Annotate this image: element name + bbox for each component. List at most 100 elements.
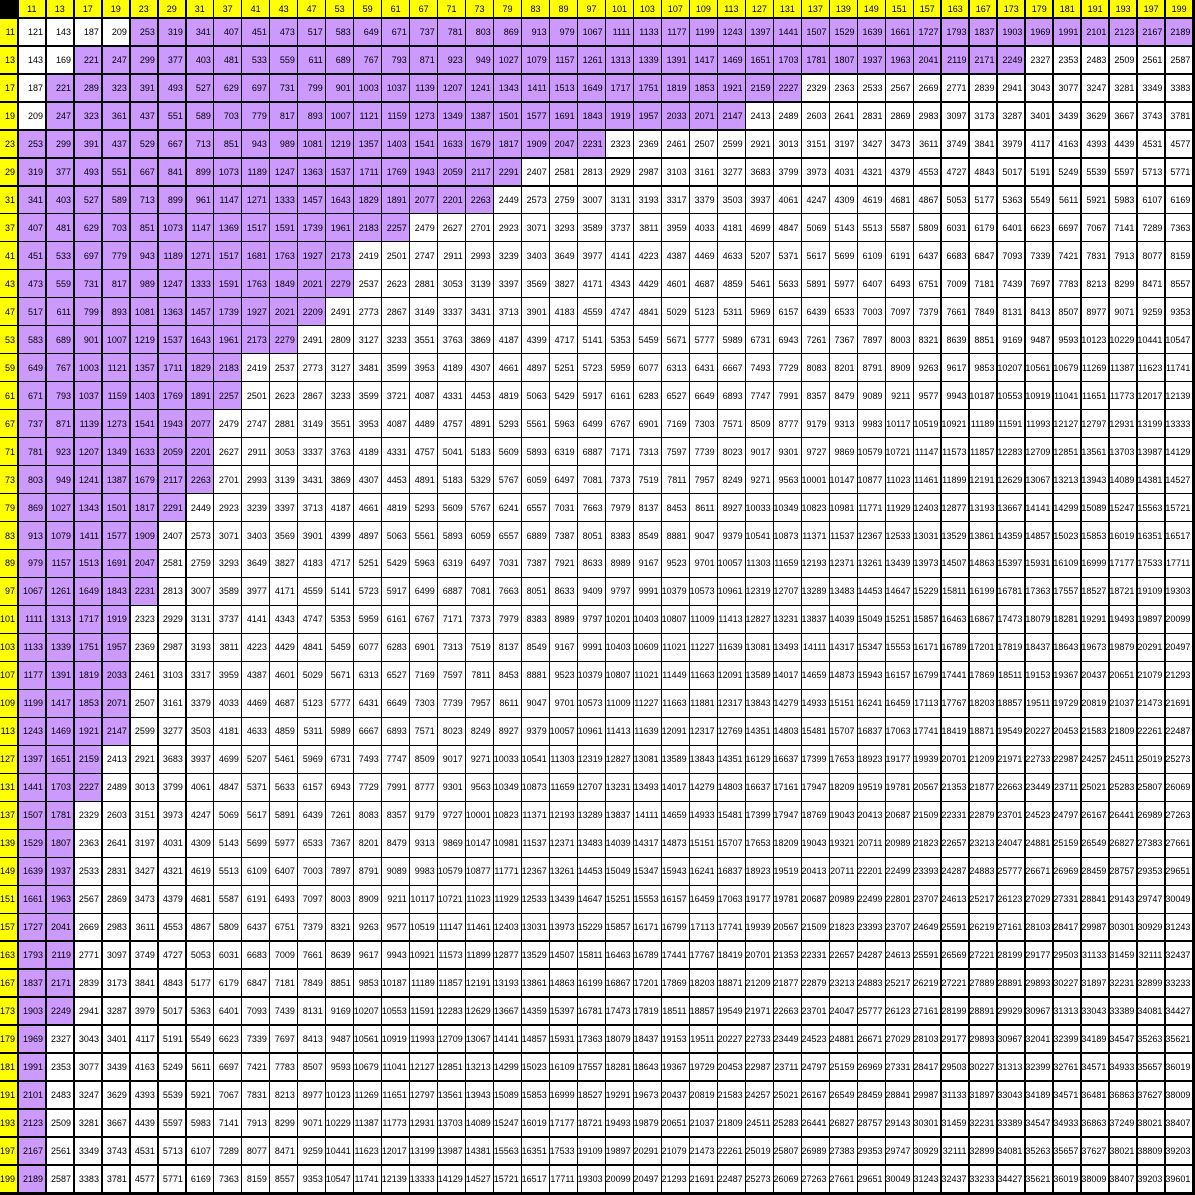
table-cell[interactable]: 323 [74, 102, 101, 129]
table-cell[interactable]: 7261 [802, 326, 829, 353]
table-cell[interactable]: 10919 [382, 1026, 409, 1053]
table-cell[interactable]: 1651 [46, 746, 73, 773]
table-cell[interactable]: 10873 [774, 522, 801, 549]
table-cell[interactable]: 493 [74, 158, 101, 185]
table-cell[interactable]: 38407 [1165, 1109, 1193, 1137]
table-cell[interactable]: 1829 [354, 186, 381, 213]
row-header[interactable]: 11 [0, 18, 17, 45]
table-cell[interactable]: 4247 [802, 186, 829, 213]
table-cell[interactable]: 1339 [634, 46, 661, 73]
table-cell[interactable]: 2071 [690, 102, 717, 129]
table-cell[interactable]: 16789 [942, 634, 969, 661]
table-cell[interactable]: 8131 [298, 998, 325, 1025]
table-cell[interactable]: 11449 [662, 662, 689, 689]
row-header[interactable]: 67 [0, 410, 17, 437]
table-cell[interactable]: 28891 [998, 970, 1025, 997]
table-cell[interactable]: 667 [130, 158, 157, 185]
table-cell[interactable]: 221 [46, 74, 73, 101]
table-cell[interactable]: 5917 [382, 578, 409, 605]
table-cell[interactable]: 37249 [1109, 1109, 1137, 1137]
table-cell[interactable]: 12319 [746, 578, 773, 605]
table-cell[interactable]: 14111 [802, 634, 829, 661]
table-cell[interactable]: 16999 [1082, 550, 1109, 577]
table-cell[interactable]: 1591 [270, 214, 297, 241]
table-cell[interactable]: 1751 [634, 74, 661, 101]
table-cell[interactable]: 31459 [1109, 942, 1137, 969]
table-cell[interactable]: 9701 [690, 550, 717, 577]
table-cell[interactable]: 5671 [662, 326, 689, 353]
table-cell[interactable]: 13333 [1165, 410, 1193, 437]
row-header[interactable]: 179 [0, 1026, 17, 1053]
table-cell[interactable]: 1027 [46, 494, 73, 521]
table-cell[interactable]: 17113 [914, 690, 941, 717]
table-cell[interactable]: 15721 [1165, 494, 1193, 521]
column-header[interactable]: 41 [242, 0, 269, 17]
table-cell[interactable]: 22879 [802, 970, 829, 997]
table-cell[interactable]: 23213 [830, 970, 857, 997]
table-cell[interactable]: 17653 [830, 746, 857, 773]
table-cell[interactable]: 23711 [1054, 774, 1081, 801]
table-cell[interactable]: 10187 [382, 970, 409, 997]
table-cell[interactable]: 12091 [718, 662, 745, 689]
table-cell[interactable]: 11227 [690, 634, 717, 661]
table-cell[interactable]: 5977 [830, 270, 857, 297]
table-cell[interactable]: 5983 [1109, 186, 1137, 213]
table-cell[interactable]: 949 [46, 466, 73, 493]
table-cell[interactable]: 1501 [494, 102, 521, 129]
table-cell[interactable]: 25777 [858, 998, 885, 1025]
table-cell[interactable]: 1349 [102, 438, 129, 465]
row-header[interactable]: 13 [0, 46, 17, 73]
table-cell[interactable]: 1633 [438, 130, 465, 157]
table-cell[interactable]: 4399 [522, 326, 549, 353]
table-cell[interactable]: 473 [270, 18, 297, 45]
table-cell[interactable]: 18511 [662, 998, 689, 1025]
table-cell[interactable]: 2581 [158, 550, 185, 577]
table-cell[interactable]: 15707 [830, 718, 857, 745]
table-cell[interactable]: 5363 [186, 998, 213, 1025]
table-cell[interactable]: 2701 [214, 466, 241, 493]
table-cell[interactable]: 18281 [1054, 606, 1081, 633]
table-cell[interactable]: 2983 [102, 914, 129, 941]
table-cell[interactable]: 2329 [74, 802, 101, 829]
table-cell[interactable]: 17473 [606, 998, 633, 1025]
table-cell[interactable]: 3247 [1082, 74, 1109, 101]
table-cell[interactable]: 671 [18, 382, 45, 409]
table-cell[interactable]: 20227 [718, 1026, 745, 1053]
table-cell[interactable]: 11023 [466, 886, 493, 913]
table-cell[interactable]: 2077 [186, 410, 213, 437]
table-cell[interactable]: 4819 [382, 494, 409, 521]
table-cell[interactable]: 3401 [102, 1026, 129, 1053]
table-cell[interactable]: 14279 [690, 774, 717, 801]
table-cell[interactable]: 11023 [886, 466, 913, 493]
table-cell[interactable]: 5461 [270, 746, 297, 773]
table-cell[interactable]: 4687 [270, 690, 297, 717]
row-header[interactable]: 83 [0, 522, 17, 549]
table-cell[interactable]: 5183 [438, 466, 465, 493]
table-cell[interactable]: 16463 [942, 606, 969, 633]
table-cell[interactable]: 15563 [494, 1137, 521, 1165]
table-cell[interactable]: 2603 [102, 802, 129, 829]
table-cell[interactable]: 2279 [270, 326, 297, 353]
table-cell[interactable]: 6847 [970, 242, 997, 269]
table-cell[interactable]: 29929 [998, 998, 1025, 1025]
table-cell[interactable]: 15247 [1109, 494, 1137, 521]
table-cell[interactable]: 12709 [438, 1026, 465, 1053]
table-cell[interactable]: 19939 [914, 746, 941, 773]
table-cell[interactable]: 12017 [1137, 382, 1165, 409]
row-header[interactable]: 89 [0, 550, 17, 577]
table-cell[interactable]: 14279 [774, 690, 801, 717]
table-cell[interactable]: 4321 [858, 158, 885, 185]
table-cell[interactable]: 25807 [1137, 774, 1165, 801]
table-cell[interactable]: 30967 [1026, 998, 1053, 1025]
table-cell[interactable]: 18857 [690, 998, 717, 1025]
table-cell[interactable]: 2809 [326, 326, 353, 353]
table-cell[interactable]: 20701 [746, 942, 773, 969]
table-cell[interactable]: 16157 [662, 886, 689, 913]
table-cell[interactable]: 21823 [830, 914, 857, 941]
table-cell[interactable]: 7571 [410, 718, 437, 745]
table-cell[interactable]: 1963 [46, 886, 73, 913]
table-cell[interactable]: 34427 [998, 1165, 1025, 1193]
table-cell[interactable]: 4841 [298, 634, 325, 661]
table-cell[interactable]: 1927 [242, 298, 269, 325]
table-cell[interactable]: 3161 [158, 690, 185, 717]
